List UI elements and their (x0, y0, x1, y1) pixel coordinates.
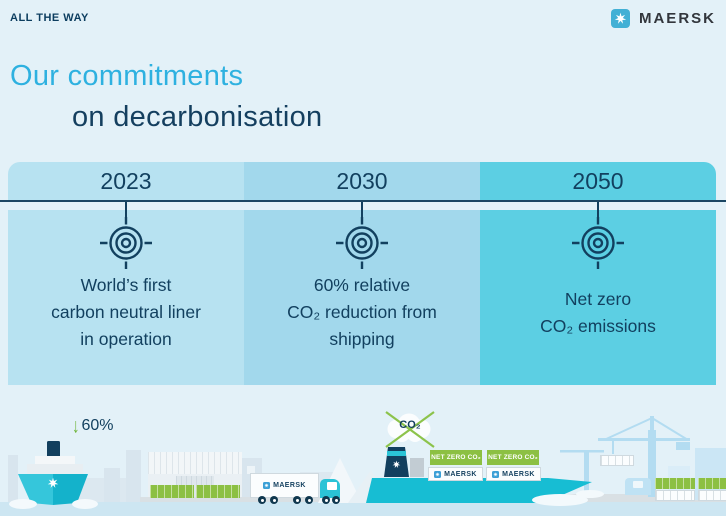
net-zero-container: NET ZERO CO₂ (487, 450, 539, 465)
ship-hull (366, 478, 592, 503)
commitment-text: 60% relative (313, 275, 411, 295)
dock-container-green (698, 478, 726, 489)
bow-wave (72, 499, 98, 509)
net-zero-label: NET ZERO CO₂ (488, 454, 538, 461)
commitment-text: World’s first (80, 275, 172, 295)
page-title-line1: Our commitments (10, 60, 244, 92)
container-brand-label: MAERSK (502, 470, 535, 478)
net-zero-container: NET ZERO CO₂ (430, 450, 482, 465)
target-icon (572, 217, 624, 269)
ship-funnel (47, 441, 60, 458)
commitment-text: shipping (329, 329, 395, 349)
year-label: 2050 (572, 167, 624, 194)
truck-wheel (305, 496, 313, 504)
down-arrow-icon: ↓ (72, 414, 80, 438)
green-container (196, 485, 240, 498)
city-building-silhouette (126, 450, 141, 502)
port-crane (560, 416, 690, 497)
maersk-truck-trailer: MAERSK (250, 473, 319, 498)
commitment-text: Net zero (564, 289, 632, 309)
passenger-ship (9, 441, 98, 509)
commitment-text: CO₂ reduction from (287, 302, 437, 322)
commitment-text: in operation (80, 329, 172, 349)
brand-name: MAERSK (638, 10, 716, 27)
year-header-2050: 2050 (480, 162, 716, 200)
timeline-tick (597, 202, 599, 218)
target-icon (336, 217, 388, 269)
co2-cloud-crossed (385, 411, 435, 448)
year-label: 2030 (336, 167, 388, 194)
year-header-2023: 2023 (8, 162, 244, 200)
bow-wave (532, 494, 588, 506)
truck-wheel (258, 496, 266, 504)
truck-cab (320, 479, 340, 498)
maersk-star-icon (610, 9, 630, 28)
net-zero-label: NET ZERO CO₂ (431, 454, 481, 461)
truck-wheel (332, 496, 340, 504)
truck-wheel (322, 496, 330, 504)
green-container (150, 485, 194, 498)
dock-container-green (655, 478, 695, 489)
timeline-tick (125, 202, 127, 218)
page-title-line2: on decarbonisation (72, 101, 323, 133)
bow-wave (576, 490, 604, 498)
target-icon (100, 217, 152, 269)
cab-window (327, 482, 337, 490)
commitment-text: carbon neutral liner (51, 302, 201, 322)
truck-brand-label: MAERSK (273, 482, 306, 489)
container-brand-label: MAERSK (444, 470, 477, 478)
seven-point-star-icon (614, 12, 627, 24)
maersk-star-icon (492, 470, 500, 478)
hull-star-icon (47, 477, 59, 488)
green-cross-icon (385, 411, 435, 448)
maersk-star-icon (263, 482, 271, 489)
reduction-value: 60% (81, 417, 114, 434)
port-scene (9, 411, 690, 509)
commitment-text: CO₂ emissions (540, 316, 656, 336)
dock-strip (548, 494, 726, 503)
dock-container-white (698, 490, 726, 501)
bow-wave (9, 499, 37, 509)
brand-tagline: ALL THE WAY (10, 12, 89, 24)
timeline-axis (0, 200, 726, 202)
year-label: 2023 (100, 167, 152, 194)
year-header-2030: 2030 (244, 162, 480, 200)
maersk-container: MAERSK (486, 467, 541, 481)
ship-bridge (410, 458, 424, 477)
city-building-silhouette (104, 468, 120, 502)
port-vehicle-silhouette (625, 478, 651, 495)
truck-wheel (270, 496, 278, 504)
funnel-star-icon (392, 460, 401, 468)
reduction-60-label: ↓ 60% (72, 414, 114, 438)
water-band (0, 502, 726, 516)
warehouse-roof (148, 452, 242, 474)
timeline-tick (361, 202, 363, 218)
dock-container-white (655, 490, 695, 501)
hanging-container (600, 455, 634, 466)
maersk-container: MAERSK (428, 467, 483, 481)
cargo-ship (366, 447, 604, 506)
vehicle-window (633, 481, 643, 488)
building-window (247, 466, 255, 474)
road-strip (140, 497, 346, 505)
truck-wheel (293, 496, 301, 504)
co2-label: CO₂ (399, 419, 421, 431)
maersk-star-icon (434, 470, 442, 478)
city-building-silhouette (8, 455, 18, 502)
maersk-logo: MAERSK (610, 9, 716, 28)
